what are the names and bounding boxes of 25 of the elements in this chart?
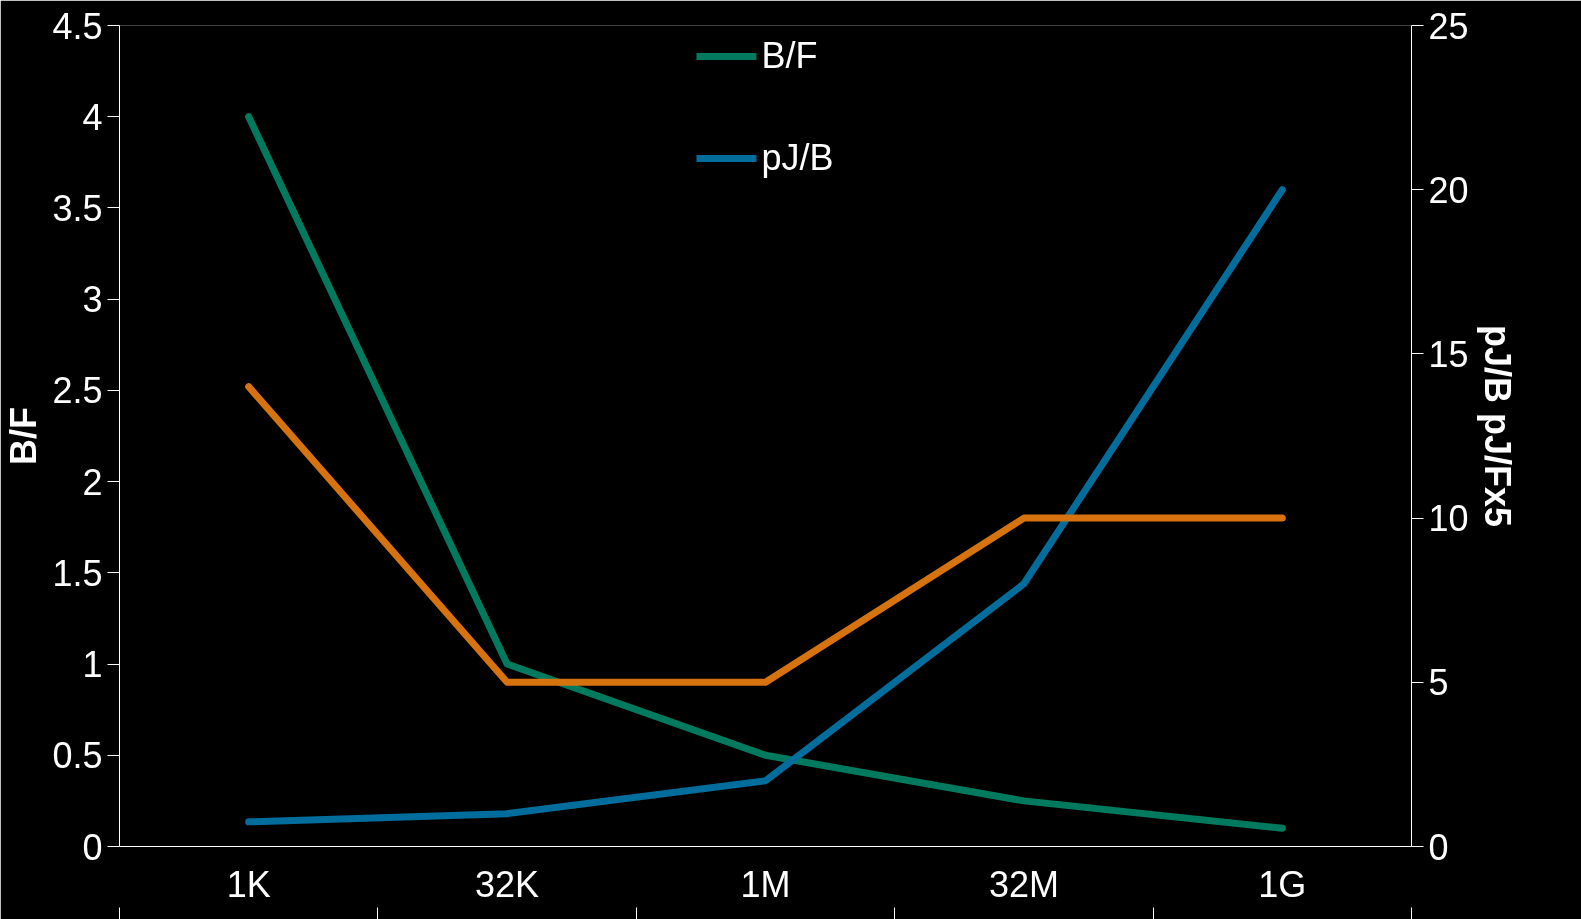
y-tick-label: 2.5	[52, 370, 103, 412]
y2-tick-label: 0	[1428, 826, 1449, 868]
x-tick-label: 1G	[1258, 863, 1307, 905]
y2-axis-title: pJ/B pJ/Fx5	[1476, 324, 1518, 528]
y-tick-label: 1	[82, 644, 103, 686]
y2-tick-label: 15	[1428, 333, 1469, 375]
y-tick-label: 1.5	[52, 552, 103, 594]
legend-label: pJ/B	[761, 137, 834, 179]
y2-tick-label: 20	[1428, 169, 1469, 211]
y-tick-label: 4.5	[52, 5, 103, 47]
x-tick-label: 32M	[988, 863, 1059, 905]
x-tick-label: 1M	[740, 863, 791, 905]
y2-tick-label: 25	[1428, 5, 1469, 47]
y-tick-label: 2	[82, 461, 103, 503]
y-tick-label: 0	[82, 826, 103, 868]
y-tick-label: 4	[82, 96, 103, 138]
y-axis-title: B/F	[3, 407, 45, 465]
y2-tick-label: 10	[1428, 498, 1469, 540]
y-tick-label: 3	[82, 279, 103, 321]
legend-label: B/F	[761, 35, 818, 77]
y2-tick-label: 5	[1428, 662, 1449, 704]
x-tick-label: 1K	[226, 863, 271, 905]
y-tick-label: 3.5	[52, 187, 103, 229]
x-tick-label: 32K	[475, 863, 540, 905]
y-tick-label: 0.5	[52, 735, 103, 777]
